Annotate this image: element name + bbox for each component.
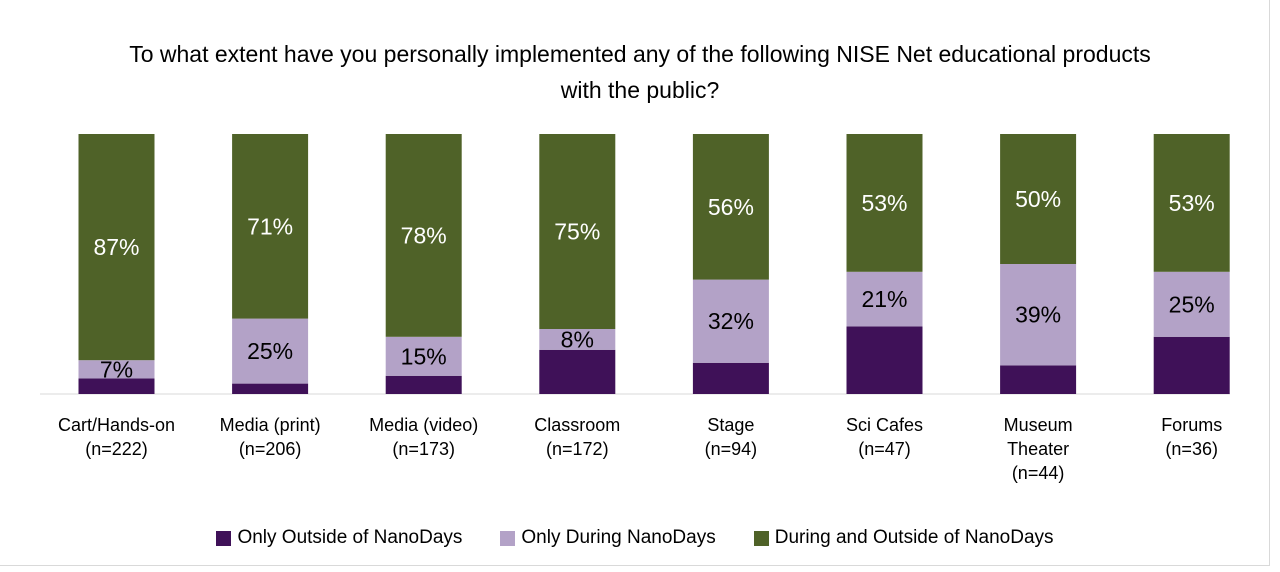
category-label: Classroom [534,415,620,435]
category-label: Media (print) [220,415,321,435]
legend-label: Only Outside of NanoDays [237,527,463,548]
data-label: 8% [561,326,594,352]
bar-segment [1000,134,1077,264]
category-label: (n=36) [1165,439,1218,459]
bar-segment [692,134,769,280]
data-label: 87% [93,234,139,260]
data-label: 56% [708,194,754,220]
category-label: Theater [1007,439,1069,459]
legend-swatch [216,530,232,546]
bar-segment [539,329,616,350]
bar-segment [1000,264,1077,366]
bar-segment [385,375,462,394]
category-label: (n=47) [858,439,911,459]
legend-item: Only Outside of NanoDays [216,527,462,549]
category-label: Sci Cafes [846,415,923,435]
bar-segment [846,271,923,327]
bar-segment [385,336,462,376]
data-label: 7% [100,356,133,382]
category-label: Forums [1161,415,1222,435]
bar-segment [232,383,309,394]
bar-segment [232,318,309,384]
bar-segment [1153,336,1230,394]
bar-segment [1153,134,1230,272]
bar-segment [78,378,155,394]
data-label: 25% [247,338,293,364]
chart-title: To what extent have you personally imple… [129,41,1151,103]
data-label: 25% [1169,291,1215,317]
chart-plot: 7% 87% Cart/Hands-on (n=222) 25% 71% Media (pr… [40,134,1230,483]
data-label: 39% [1015,302,1061,328]
bar-segment [1000,365,1077,394]
data-label: 53% [1169,190,1215,216]
bar-segment [692,362,769,394]
data-label: 21% [861,286,907,312]
bar-segment [692,279,769,363]
category-label: (n=94) [705,439,758,459]
bar-segment [78,134,155,361]
category-label: Museum [1004,415,1073,435]
category-label: (n=172) [546,439,609,459]
category-label: Stage [707,415,754,435]
legend-label: During and Outside of NanoDays [774,527,1054,548]
data-label: 53% [861,190,907,216]
category-label: (n=173) [392,439,455,459]
chart-legend: Only Outside of NanoDays Only During Nano… [0,527,1270,549]
bar-segment [385,134,462,337]
legend-swatch [500,530,516,546]
bar-segment [232,134,309,319]
category-label: Media (video) [369,415,478,435]
legend-label: Only During NanoDays [521,527,716,548]
legend-item: During and Outside of NanoDays [753,527,1054,549]
data-label: 32% [708,308,754,334]
category-label: (n=222) [85,439,148,459]
legend-item: Only During NanoDays [500,527,716,549]
category-label: (n=206) [239,439,302,459]
bar-segment [1153,271,1230,337]
data-label: 75% [554,219,600,245]
bar-segment [846,134,923,272]
category-label: (n=44) [1012,463,1065,483]
data-label: 15% [401,343,447,369]
bar-segment [78,360,155,379]
data-label: 78% [401,222,447,248]
legend-swatch [753,530,769,546]
bar-segment [539,134,616,329]
bar-segment [846,326,923,394]
bar-segment [539,349,616,394]
data-label: 71% [247,213,293,239]
category-label: Cart/Hands-on [58,415,175,435]
data-label: 50% [1015,186,1061,212]
